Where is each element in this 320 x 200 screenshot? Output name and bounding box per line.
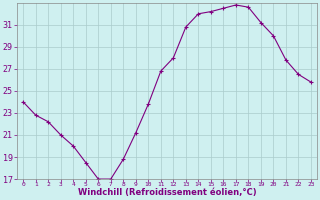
X-axis label: Windchill (Refroidissement éolien,°C): Windchill (Refroidissement éolien,°C) bbox=[78, 188, 256, 197]
